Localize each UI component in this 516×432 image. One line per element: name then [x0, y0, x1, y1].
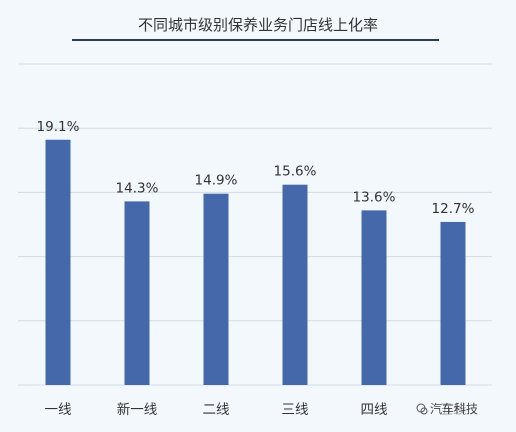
x-tick-label: 新一线 [117, 402, 158, 418]
title-underline [72, 39, 439, 41]
watermark-text: 汽车科技 [430, 402, 479, 416]
chart-title: 不同城市级别保养业务门店线上化率 [137, 16, 378, 34]
data-label: 15.6% [274, 164, 317, 180]
bar [45, 139, 71, 385]
x-tick-label: 一线 [45, 402, 72, 418]
bar [203, 193, 229, 385]
watermark: 汽车科技 [414, 400, 481, 417]
bar [440, 221, 466, 385]
data-label: 14.9% [195, 173, 238, 189]
wechat-icon [416, 403, 428, 415]
x-tick-label: 四线 [361, 402, 388, 418]
x-tick-label: 二线 [203, 402, 230, 418]
x-tick-label: 三线 [282, 402, 309, 418]
bar [124, 201, 150, 385]
data-label: 12.7% [432, 201, 475, 217]
bar [282, 184, 308, 385]
data-label: 19.1% [37, 119, 80, 135]
data-label: 13.6% [353, 189, 396, 205]
bar [361, 210, 387, 385]
data-label: 14.3% [116, 180, 159, 196]
